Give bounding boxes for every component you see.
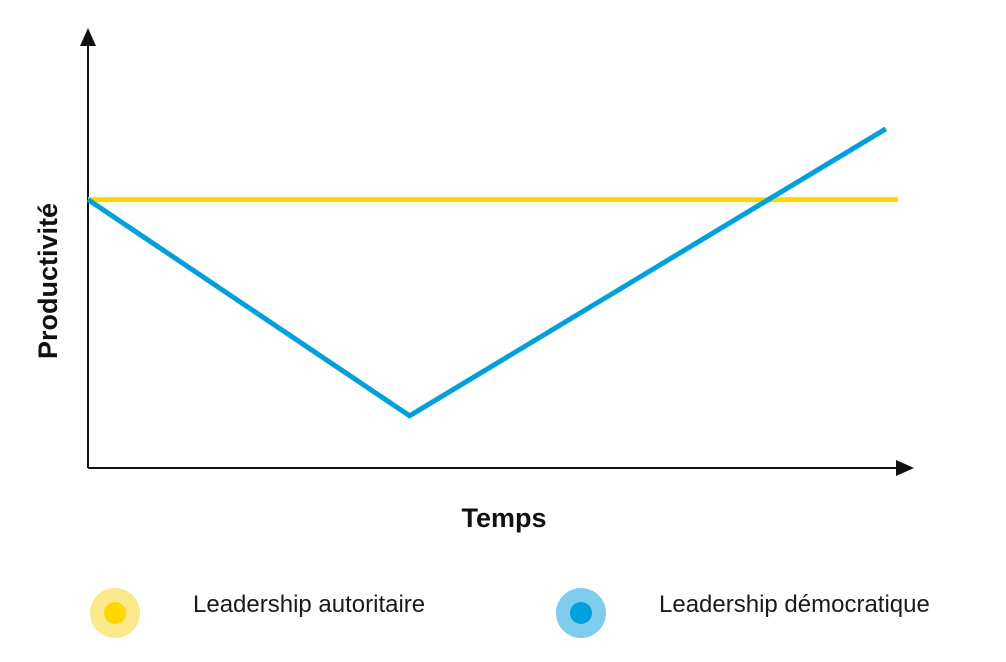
y-axis-arrow xyxy=(80,28,96,46)
x-axis-arrow xyxy=(896,460,914,476)
legend-marker-inner-1 xyxy=(570,602,592,624)
legend-label-1: Leadership démocratique xyxy=(659,591,930,618)
legend-label-0: Leadership autoritaire xyxy=(193,591,425,618)
series-layer xyxy=(86,126,898,419)
chart-axes xyxy=(80,28,914,476)
y-axis-title: Productivité xyxy=(33,203,63,359)
legend: Leadership autoritaire Leadership démocra… xyxy=(90,588,930,638)
x-axis-title: Temps xyxy=(461,503,546,533)
series-line-1 xyxy=(86,126,888,419)
legend-marker-inner-0 xyxy=(104,602,126,624)
